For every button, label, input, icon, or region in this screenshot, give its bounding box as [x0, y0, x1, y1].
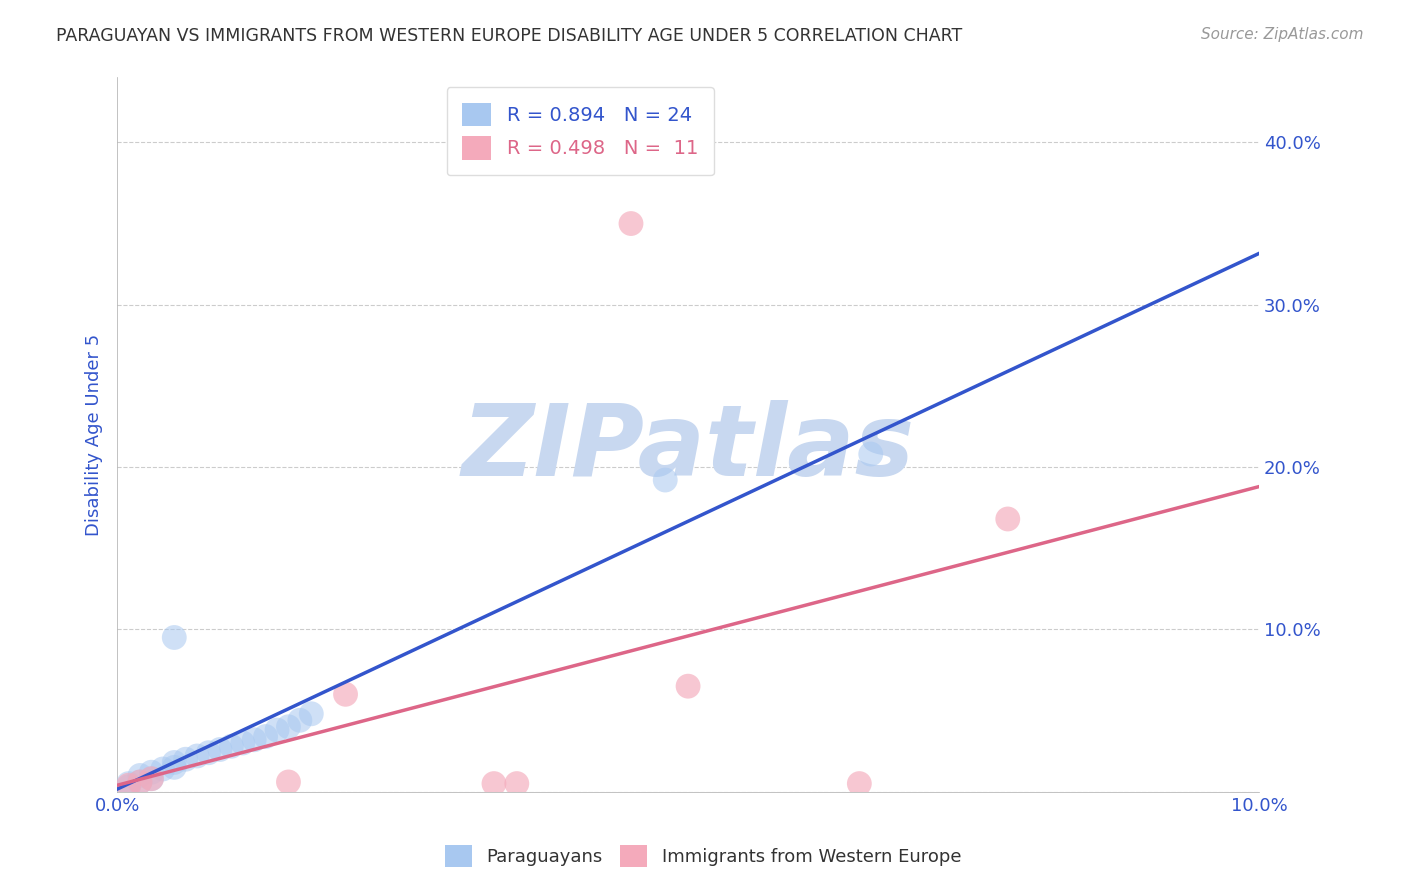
Point: [208, 742, 231, 756]
Point: [129, 768, 152, 782]
Point: [117, 776, 139, 790]
Point: [163, 756, 186, 770]
Legend: Paraguayans, Immigrants from Western Europe: Paraguayans, Immigrants from Western Eur…: [437, 838, 969, 874]
Point: [277, 775, 299, 789]
Legend: R = 0.894   N = 24, R = 0.498   N =  11: R = 0.894 N = 24, R = 0.498 N = 11: [447, 87, 714, 176]
Y-axis label: Disability Age Under 5: Disability Age Under 5: [86, 334, 103, 536]
Point: [676, 679, 699, 693]
Point: [163, 760, 186, 774]
Point: [254, 730, 277, 744]
Point: [288, 713, 311, 727]
Point: [141, 772, 163, 786]
Point: [129, 775, 152, 789]
Point: [859, 447, 882, 461]
Point: [482, 776, 505, 790]
Point: [997, 512, 1019, 526]
Point: [654, 473, 676, 487]
Point: [117, 780, 139, 794]
Point: [620, 217, 643, 231]
Text: Source: ZipAtlas.com: Source: ZipAtlas.com: [1201, 27, 1364, 42]
Point: [266, 723, 288, 737]
Text: ZIPatlas: ZIPatlas: [461, 401, 915, 498]
Point: [335, 687, 357, 701]
Point: [232, 736, 254, 750]
Point: [174, 752, 197, 766]
Point: [299, 706, 322, 721]
Point: [117, 778, 139, 792]
Point: [163, 631, 186, 645]
Point: [848, 776, 870, 790]
Point: [186, 749, 208, 764]
Point: [243, 732, 266, 747]
Point: [141, 772, 163, 786]
Point: [152, 762, 174, 776]
Point: [197, 746, 219, 760]
Point: [506, 776, 529, 790]
Point: [277, 720, 299, 734]
Point: [221, 739, 243, 754]
Point: [129, 775, 152, 789]
Point: [141, 765, 163, 780]
Text: PARAGUAYAN VS IMMIGRANTS FROM WESTERN EUROPE DISABILITY AGE UNDER 5 CORRELATION : PARAGUAYAN VS IMMIGRANTS FROM WESTERN EU…: [56, 27, 963, 45]
